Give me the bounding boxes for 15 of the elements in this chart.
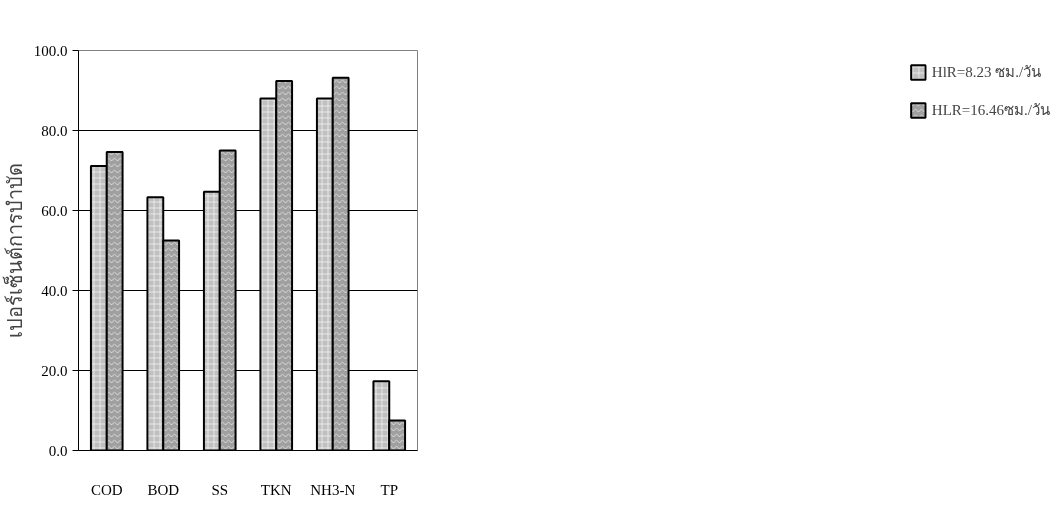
y-tick-label: 20.0 <box>41 362 68 379</box>
y-tick-label: 0.0 <box>48 442 68 459</box>
y-axis-title: เปอร์เซ็นต์การบำบัด <box>1 163 26 338</box>
legend-label: HlR=8.23 ซม./วัน <box>931 63 1042 82</box>
legend-label: HLR=16.46ซม./วัน <box>931 101 1050 120</box>
x-tick-label: NH3-N <box>310 481 356 498</box>
x-tick-label: SS <box>211 481 229 498</box>
y-tick-label: 40.0 <box>41 282 68 299</box>
x-tick-label: TP <box>380 481 399 498</box>
x-tick-label: COD <box>90 481 123 498</box>
x-tick-label: BOD <box>147 481 180 498</box>
y-tick-label: 60.0 <box>41 202 68 219</box>
x-tick-label: TKN <box>260 481 292 498</box>
y-tick-label: 100.0 <box>33 42 68 59</box>
y-tick-label: 80.0 <box>41 122 68 139</box>
